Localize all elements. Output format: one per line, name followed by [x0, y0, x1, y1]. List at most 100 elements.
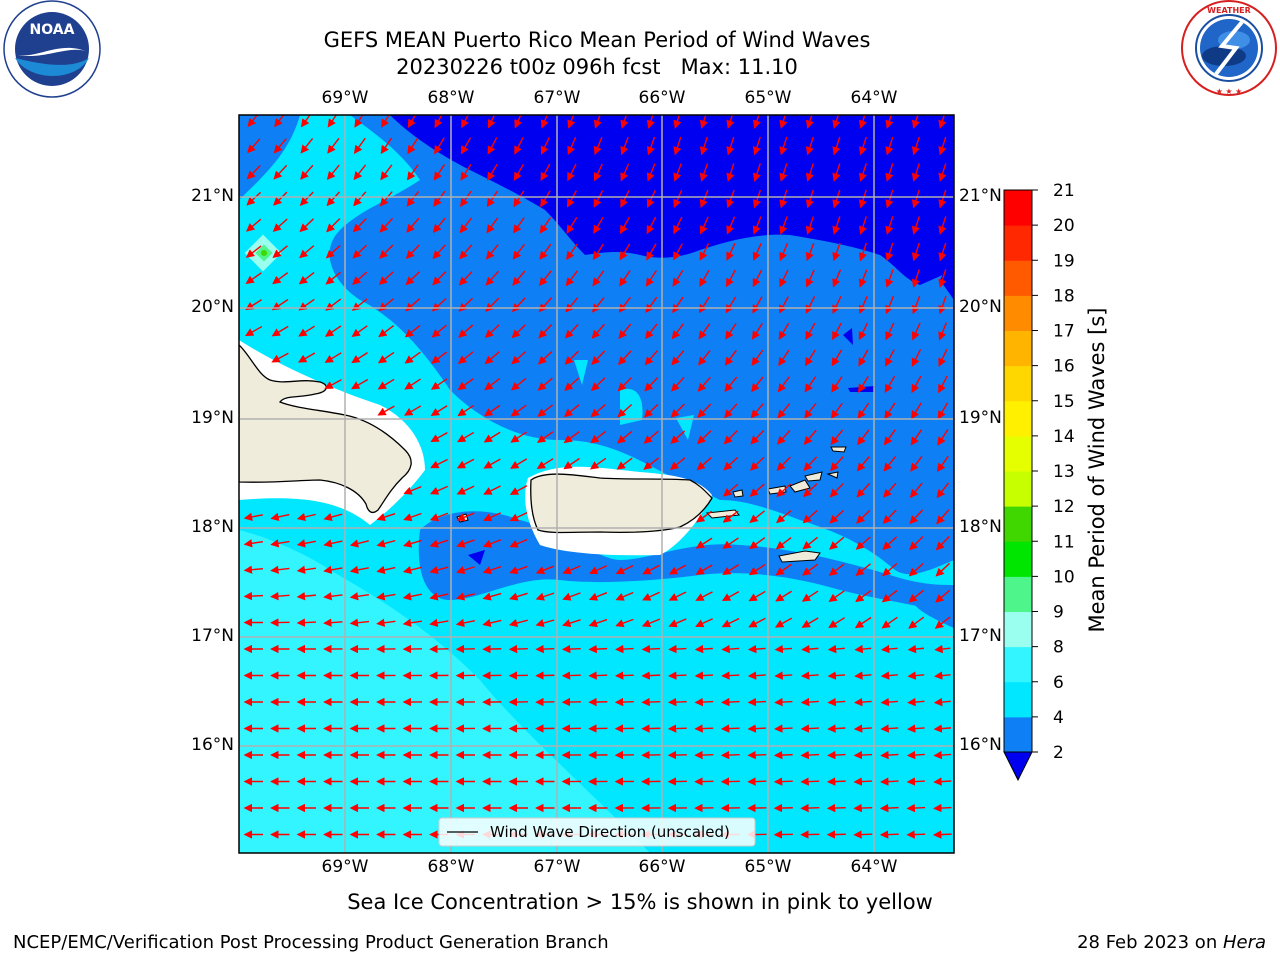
footer-date-text: 28 Feb 2023 on	[1077, 932, 1223, 953]
wind-arrow	[934, 644, 951, 654]
wind-arrow	[726, 269, 736, 288]
wind-arrow	[910, 455, 923, 472]
wind-arrow	[484, 324, 500, 339]
wind-arrow	[510, 458, 528, 469]
wind-arrow	[856, 456, 870, 472]
wind-arrow	[406, 164, 419, 181]
wind-arrow	[645, 296, 658, 313]
wind-arrow	[508, 618, 528, 628]
land-puerto-rico	[530, 473, 713, 534]
wind-arrow	[645, 323, 658, 340]
wind-arrow	[907, 644, 925, 654]
wind-arrow	[911, 375, 922, 394]
wind-arrow	[456, 566, 475, 575]
wind-arrow	[884, 402, 896, 420]
wind-arrow	[694, 724, 714, 733]
wind-arrow	[536, 431, 554, 443]
wind-arrow	[774, 644, 793, 654]
wind-arrow	[430, 458, 448, 469]
wind-arrow	[429, 565, 449, 575]
wind-arrow	[750, 456, 765, 471]
land-hispaniola	[239, 344, 412, 514]
wind-arrow	[593, 115, 602, 129]
wind-arrow	[351, 325, 368, 338]
wind-arrow	[857, 429, 870, 446]
wind-arrow	[482, 539, 502, 548]
wind-arrow	[272, 218, 288, 232]
wind-arrow	[858, 115, 867, 129]
wind-arrow	[801, 590, 819, 602]
wind-arrow	[832, 269, 842, 288]
colorbar-tick-label: 11	[1053, 532, 1075, 552]
wind-arrow	[671, 350, 685, 366]
wind-arrow	[565, 270, 579, 287]
wind-arrow	[932, 830, 952, 839]
wind-arrow	[671, 323, 684, 340]
wind-arrow	[855, 536, 871, 550]
wind-arrow	[721, 644, 740, 654]
wind-arrow	[779, 136, 788, 156]
wind-arrow	[642, 591, 660, 601]
colorbar-swatch	[1004, 225, 1032, 261]
wind-arrow	[538, 270, 552, 287]
wind-arrow	[935, 536, 950, 551]
footer-machine: Hera	[1222, 932, 1266, 953]
wind-arrow	[326, 191, 341, 207]
wind-arrow	[747, 644, 766, 654]
wind-arrow	[885, 189, 894, 209]
wind-arrow	[590, 404, 606, 418]
wind-arrow	[270, 539, 290, 548]
wind-arrow	[376, 592, 396, 601]
wind-arrow	[832, 136, 841, 156]
wind-arrow	[379, 191, 393, 207]
wind-arrow	[482, 618, 502, 628]
wind-arrow	[853, 777, 873, 786]
contour-under-2s-spot	[468, 550, 485, 565]
wind-arrow	[487, 137, 498, 155]
wind-arrow	[721, 671, 740, 680]
wind-arrow	[857, 375, 869, 393]
lat-label-left: 20°N	[191, 297, 234, 317]
wind-arrow	[801, 644, 819, 654]
wind-arrow	[457, 378, 474, 391]
wind-arrow	[644, 377, 659, 392]
wind-arrow	[722, 564, 740, 575]
wind-arrow	[351, 378, 369, 390]
wind-arrow	[483, 458, 501, 469]
wind-arrow	[724, 376, 738, 393]
wind-arrow	[911, 269, 920, 288]
wind-arrow	[826, 777, 846, 786]
wind-arrow	[725, 296, 737, 314]
wind-arrow	[618, 296, 631, 313]
wind-arrow	[695, 564, 713, 575]
colorbar-tick-label: 20	[1053, 216, 1075, 236]
wind-arrow	[244, 325, 263, 337]
lat-label-right: 21°N	[959, 186, 1002, 206]
wind-arrow	[670, 430, 686, 445]
wind-arrow	[614, 697, 634, 707]
wind-arrow	[828, 590, 845, 602]
wind-arrow	[299, 191, 314, 206]
wind-arrow	[879, 803, 899, 813]
wind-arrow	[752, 115, 761, 129]
wind-arrow	[936, 455, 949, 472]
wind-arrow	[723, 483, 739, 497]
wind-arrow	[537, 377, 553, 391]
wind-arrow	[906, 803, 926, 813]
wind-arrow	[882, 563, 898, 577]
wind-arrow	[827, 671, 846, 680]
wind-arrow	[645, 270, 657, 287]
wind-arrow	[643, 403, 659, 418]
wind-arrow	[429, 512, 449, 522]
colorbar-swatch	[1004, 576, 1032, 612]
wind-arrow	[751, 323, 763, 340]
wind-arrow	[590, 457, 607, 470]
contour-under-2s	[940, 252, 954, 300]
wind-arrow	[911, 136, 920, 156]
wind-arrow	[725, 323, 737, 340]
wind-arrow	[323, 592, 343, 601]
wind-arrow	[747, 697, 767, 707]
wind-arrow	[907, 724, 925, 733]
wind-arrow	[779, 163, 788, 182]
wind-arrow	[641, 618, 661, 628]
